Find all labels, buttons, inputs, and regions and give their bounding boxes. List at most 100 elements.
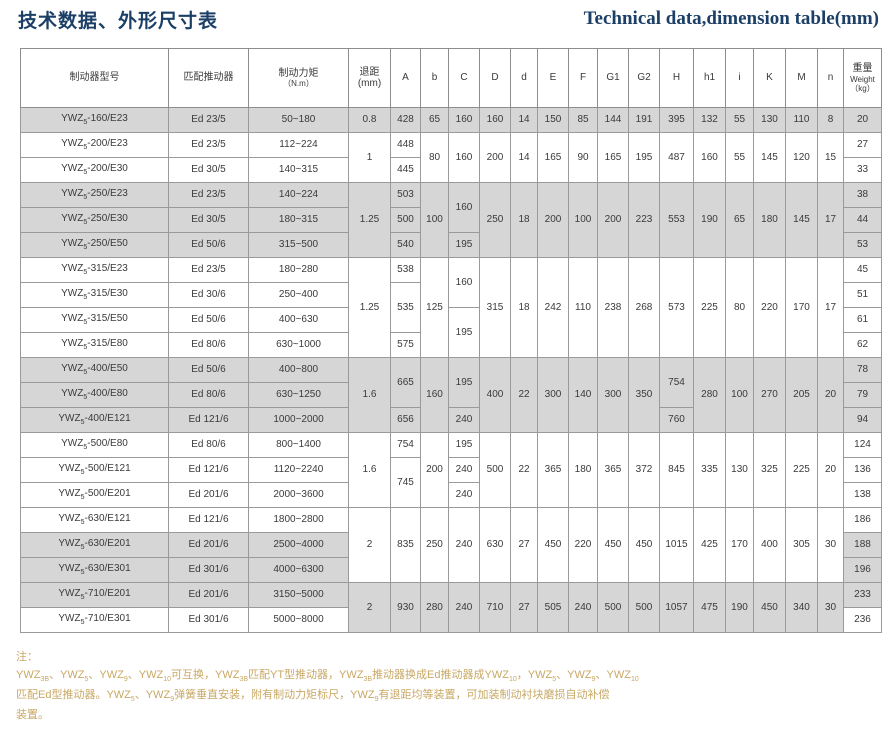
cell-C: 160 [448,132,480,183]
cell-d: 27 [510,507,538,583]
cell-i: 55 [725,132,754,183]
cell-D: 400 [479,357,511,433]
cell-K: 180 [753,182,786,258]
col-header-h1: h1 [693,48,726,108]
cell-i: 80 [725,257,754,358]
col-header-gap: 退距 (mm) [348,48,391,108]
cell-weight: 38 [843,182,882,208]
table-row: YWZ5-630/E301 Ed 301/6 4000~6300 196 [20,557,882,583]
cell-weight: 236 [843,607,882,633]
col-header-M: M [785,48,818,108]
cell-model: YWZ5-400/E50 [20,357,169,383]
cell-weight: 196 [843,557,882,583]
cell-G1: 300 [597,357,629,433]
cell-H: 573 [659,257,694,358]
cell-D: 250 [479,182,511,258]
cell-model: YWZ5-160/E23 [20,107,169,133]
cell-model: YWZ5-200/E30 [20,157,169,183]
col-header-A: A [390,48,421,108]
cell-D: 710 [479,582,511,633]
cell-E: 300 [537,357,569,433]
cell-model: YWZ5-400/E121 [20,407,169,433]
technical-data-table: 制动器型号 匹配推动器 制动力矩 （N.m） 退距 (mm) A b C D d [20,48,882,633]
cell-pusher: Ed 30/6 [168,282,249,308]
cell-F: 220 [568,507,598,583]
cell-E: 165 [537,132,569,183]
cell-H: 395 [659,107,694,133]
page-header: 技术数据、外形尺寸表 Technical data,dimension tabl… [0,0,895,42]
cell-pusher: Ed 121/6 [168,457,249,483]
cell-i: 130 [725,432,754,508]
col-header-d: d [510,48,538,108]
cell-A: 428 [390,107,421,133]
cell-gap: 1 [348,132,391,183]
col-header-D: D [479,48,511,108]
cell-model: YWZ5-315/E50 [20,307,169,333]
cell-M: 170 [785,257,818,358]
cell-torque: 180~280 [248,257,349,283]
cell-b: 200 [420,432,449,508]
cell-torque: 3150~5000 [248,582,349,608]
cell-b: 250 [420,507,449,583]
cell-torque: 5000~8000 [248,607,349,633]
table-row: YWZ5-710/E301 Ed 301/6 5000~8000 236 [20,607,882,633]
cell-G1: 200 [597,182,629,258]
col-header-G2: G2 [628,48,660,108]
cell-M: 110 [785,107,818,133]
table-row: YWZ5-160/E23 Ed 23/5 50~180 0.8 428 65 160 160 1… [20,107,882,133]
table-row: YWZ5-250/E30 Ed 30/5 180~315 500 44 [20,207,882,233]
cell-weight: 124 [843,432,882,458]
cell-E: 242 [537,257,569,358]
cell-i: 100 [725,357,754,433]
cell-M: 225 [785,432,818,508]
cell-pusher: Ed 23/5 [168,107,249,133]
cell-i: 55 [725,107,754,133]
cell-C: 240 [448,457,480,483]
cell-weight: 44 [843,207,882,233]
cell-torque: 250~400 [248,282,349,308]
cell-G2: 195 [628,132,660,183]
cell-G2: 450 [628,507,660,583]
cell-torque: 630~1000 [248,332,349,358]
cell-torque: 315~500 [248,232,349,258]
cell-torque: 400~630 [248,307,349,333]
cell-F: 100 [568,182,598,258]
cell-H: 1057 [659,582,694,633]
cell-G1: 450 [597,507,629,583]
cell-model: YWZ5-250/E23 [20,182,169,208]
cell-D: 160 [479,107,511,133]
cell-i: 190 [725,582,754,633]
col-header-pusher: 匹配推动器 [168,48,249,108]
cell-model: YWZ5-315/E30 [20,282,169,308]
cell-G2: 268 [628,257,660,358]
cell-E: 505 [537,582,569,633]
cell-pusher: Ed 80/6 [168,332,249,358]
cell-model: YWZ5-630/E201 [20,532,169,558]
cell-pusher: Ed 121/6 [168,507,249,533]
cell-weight: 188 [843,532,882,558]
cell-d: 27 [510,582,538,633]
cell-K: 325 [753,432,786,508]
cell-n: 30 [817,507,844,583]
cell-H: 754 [659,357,694,408]
cell-A: 500 [390,207,421,233]
cell-weight: 62 [843,332,882,358]
cell-n: 17 [817,182,844,258]
cell-weight: 33 [843,157,882,183]
cell-F: 90 [568,132,598,183]
cell-pusher: Ed 121/6 [168,407,249,433]
cell-gap: 0.8 [348,107,391,133]
page-title-en: Technical data,dimension table(mm) [583,8,879,29]
table-row: YWZ5-315/E30 Ed 30/6 250~400 535 51 [20,282,882,333]
cell-D: 200 [479,132,511,183]
cell-torque: 140~224 [248,182,349,208]
cell-C: 240 [448,507,480,583]
cell-torque: 112~224 [248,132,349,158]
col-header-G1: G1 [597,48,629,108]
header-row: 制动器型号 匹配推动器 制动力矩 （N.m） 退距 (mm) A b C D d [20,48,882,108]
cell-gap: 1.25 [348,257,391,358]
cell-weight: 94 [843,407,882,433]
cell-F: 240 [568,582,598,633]
cell-torque: 2000~3600 [248,482,349,508]
